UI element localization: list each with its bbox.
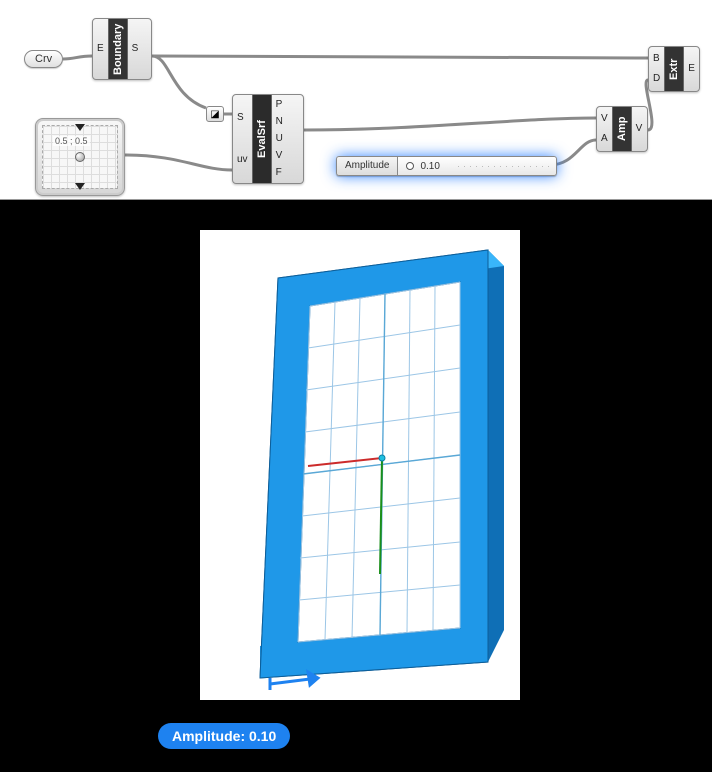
frame-front-inner [298, 282, 460, 642]
slider-track[interactable]: 0.10 [397, 156, 557, 176]
port-in-d[interactable]: D [653, 73, 660, 85]
port-in-b[interactable]: B [653, 53, 660, 65]
node-core: EvalSrf [252, 95, 272, 183]
wire [304, 118, 596, 130]
ports-left: V A [597, 107, 612, 151]
amplitude-slider[interactable]: Amplitude 0.10 [336, 156, 557, 176]
surface-reparam-icon[interactable]: ◪ [206, 106, 224, 122]
origin-dot [379, 455, 385, 461]
wire [152, 56, 206, 108]
extr-node[interactable]: B D Extr E [648, 46, 700, 92]
port-in-e[interactable]: E [97, 43, 104, 55]
md-handle[interactable] [75, 152, 85, 162]
ports-left: E [93, 19, 108, 79]
node-core: Boundary [108, 19, 128, 79]
port-in-uv[interactable]: uv [237, 154, 248, 166]
port-out-f[interactable]: F [276, 167, 283, 179]
ports-right: S [128, 19, 143, 79]
slider-ticks [458, 166, 550, 167]
port-out-p[interactable]: P [276, 99, 283, 111]
amp-node[interactable]: V A Amp V [596, 106, 648, 152]
slider-label: Amplitude [336, 156, 397, 176]
port-out-v[interactable]: V [636, 123, 643, 135]
port-in-s[interactable]: S [237, 112, 248, 124]
viewport-svg [200, 230, 520, 700]
ports-right: V [632, 107, 647, 151]
port-out-e[interactable]: E [688, 63, 695, 75]
evalsrf-node[interactable]: S uv EvalSrf P N U V F [232, 94, 304, 184]
port-out-v[interactable]: V [276, 150, 283, 162]
crv-param[interactable]: Crv [24, 50, 63, 68]
surface-glyph: ◪ [210, 109, 219, 120]
md-grid: 0.5 ; 0.5 [42, 125, 118, 189]
frame-side-right [488, 250, 504, 662]
port-out-u[interactable]: U [276, 133, 283, 145]
port-in-v[interactable]: V [601, 113, 608, 125]
node-core: Extr [664, 47, 684, 91]
rhino-viewport[interactable] [200, 230, 520, 700]
md-values: 0.5 ; 0.5 [53, 136, 90, 146]
wire [63, 56, 92, 59]
slider-value: 0.10 [420, 161, 439, 172]
md-tri-top [75, 124, 85, 131]
ports-left: S uv [233, 95, 252, 183]
port-in-a[interactable]: A [601, 133, 608, 145]
boundary-node[interactable]: E Boundary S [92, 18, 152, 80]
ports-right: P N U V F [272, 95, 287, 183]
port-out-s[interactable]: S [132, 43, 139, 55]
badge-text: Amplitude: 0.10 [172, 728, 276, 744]
slider-grip[interactable] [406, 162, 414, 170]
grasshopper-canvas[interactable]: Crv E Boundary S 0.5 ; 0.5 ◪ S uv EvalSr… [0, 0, 712, 200]
ports-right: E [684, 47, 699, 91]
ports-left: B D [649, 47, 664, 91]
md-slider[interactable]: 0.5 ; 0.5 [35, 118, 125, 196]
amplitude-badge: Amplitude: 0.10 [158, 723, 290, 749]
crv-label: Crv [35, 53, 52, 65]
node-core: Amp [612, 107, 632, 151]
md-tri-bottom [75, 183, 85, 190]
wire [152, 56, 648, 58]
wire [125, 155, 232, 170]
port-out-n[interactable]: N [276, 116, 283, 128]
